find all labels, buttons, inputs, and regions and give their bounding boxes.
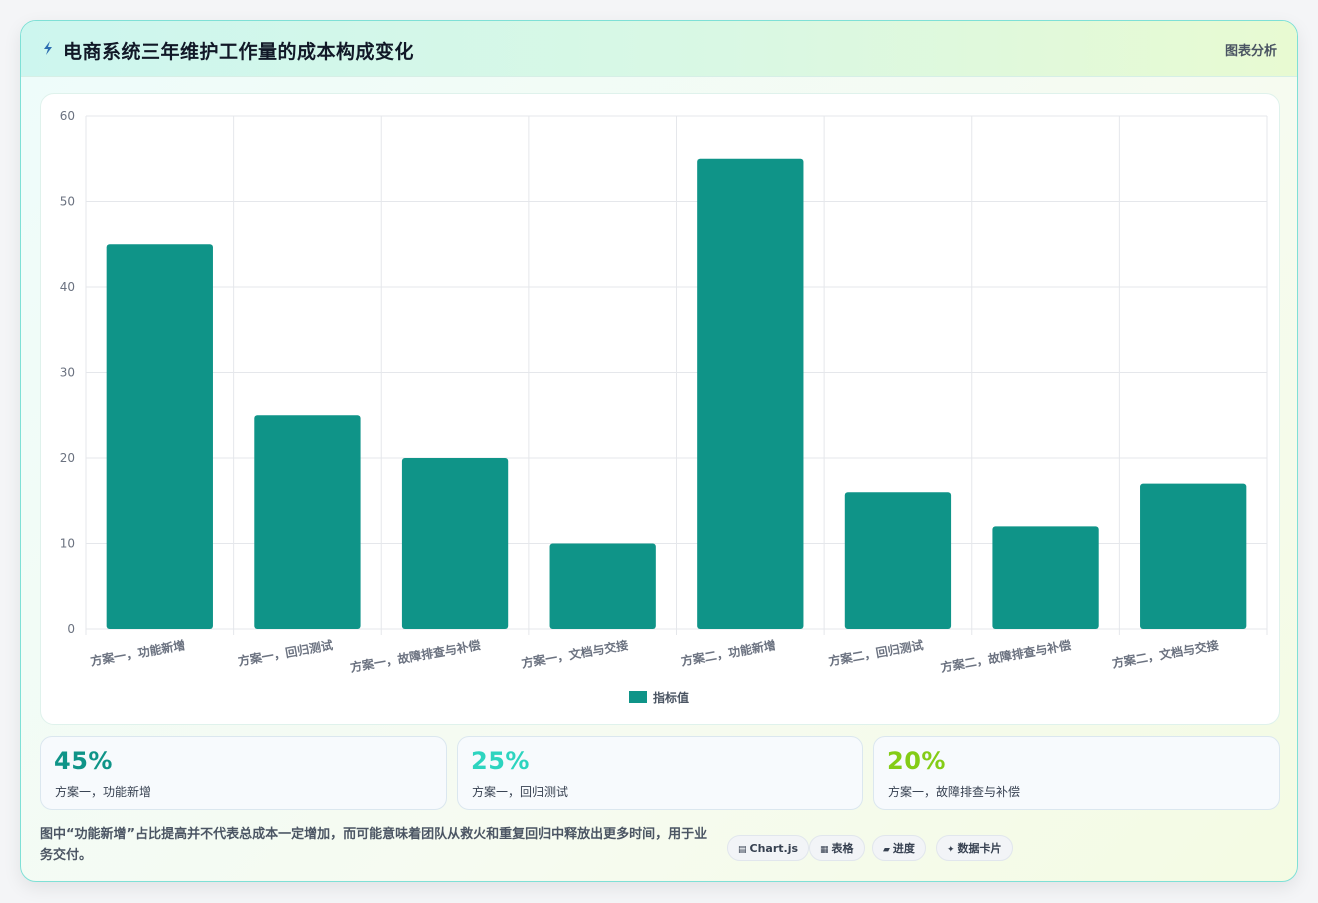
chip-label: 进度 <box>892 842 915 855</box>
y-tick-label: 60 <box>60 109 75 123</box>
table-icon: ▦ <box>820 845 829 855</box>
card-header: 电商系统三年维护工作量的成本构成变化 图表分析 <box>21 21 1297 77</box>
stat-card-1: 45% 方案一，功能新增 <box>40 736 447 810</box>
stat-card-2: 25% 方案一，回归测试 <box>457 736 863 810</box>
x-tick-label: 方案二，故障排查与补偿 <box>939 637 1072 675</box>
stat-value: 20% <box>887 747 946 775</box>
chip-progress[interactable]: ▰ 进度 <box>872 835 926 861</box>
y-tick-label: 0 <box>67 622 75 636</box>
lightning-icon <box>44 41 52 55</box>
legend-label: 指标值 <box>653 690 689 705</box>
stat-value: 25% <box>471 747 530 775</box>
stat-label: 方案一，回归测试 <box>472 785 569 799</box>
y-tick-label: 40 <box>60 280 75 294</box>
chip-label: Chart.js <box>749 842 799 855</box>
chart-analysis-link[interactable]: 图表分析 <box>1224 44 1277 59</box>
x-tick-label: 方案一，功能新增 <box>89 637 186 668</box>
x-tick-label: 方案二，回归测试 <box>827 637 924 668</box>
chip-data-card[interactable]: ✦ 数据卡片 <box>936 835 1013 861</box>
x-tick-label: 方案二，功能新增 <box>680 637 777 668</box>
x-tick-label: 方案一，故障排查与补偿 <box>349 637 482 675</box>
stat-label: 方案一，故障排查与补偿 <box>888 785 1021 799</box>
y-tick-label: 50 <box>60 195 75 209</box>
stat-label: 方案一，功能新增 <box>55 785 152 799</box>
legend-swatch <box>629 691 647 703</box>
x-tick-label: 方案一，文档与交接 <box>520 637 629 671</box>
progress-icon: ▰ <box>883 845 890 855</box>
y-tick-label: 20 <box>60 451 75 465</box>
chart-card: 电商系统三年维护工作量的成本构成变化 图表分析 0 10 20 30 40 50 60 方案一… <box>20 20 1298 882</box>
x-tick-label: 方案一，回归测试 <box>237 637 334 668</box>
stat-value: 45% <box>54 747 113 775</box>
chip-table[interactable]: ▦ 表格 <box>809 835 865 861</box>
chart-panel: 0 10 20 30 40 50 60 方案一，功能新增 方案一，回归测试 方案一，故障排查与补偿… <box>40 93 1280 725</box>
bar <box>401 458 509 629</box>
chart-note: 图中“功能新增”占比提高并不代表总成本一定增加，而可能意味着团队从救火和重复回归… <box>40 827 708 863</box>
card-icon: ✦ <box>947 845 955 855</box>
bar <box>992 526 1099 629</box>
chip-label: 数据卡片 <box>957 842 1002 855</box>
chip-label: 表格 <box>831 842 854 855</box>
chip-chartjs[interactable]: ▤ Chart.js <box>727 835 810 861</box>
chart-title: 电商系统三年维护工作量的成本构成变化 <box>63 41 415 63</box>
bar <box>1140 483 1247 629</box>
y-tick-label: 10 <box>60 537 75 551</box>
x-tick-label: 方案二，文档与交接 <box>1111 637 1220 671</box>
chart-icon: ▤ <box>738 845 747 855</box>
bar <box>106 244 213 629</box>
bar <box>549 543 656 629</box>
y-tick-label: 30 <box>60 366 75 380</box>
bar <box>844 492 952 629</box>
bar-chart: 0 10 20 30 40 50 60 方案一，功能新增 方案一，回归测试 方案一，故障排查与补偿… <box>60 109 1268 705</box>
stat-card-3: 20% 方案一，故障排查与补偿 <box>873 736 1280 810</box>
bar <box>254 415 361 629</box>
bar <box>697 158 804 629</box>
